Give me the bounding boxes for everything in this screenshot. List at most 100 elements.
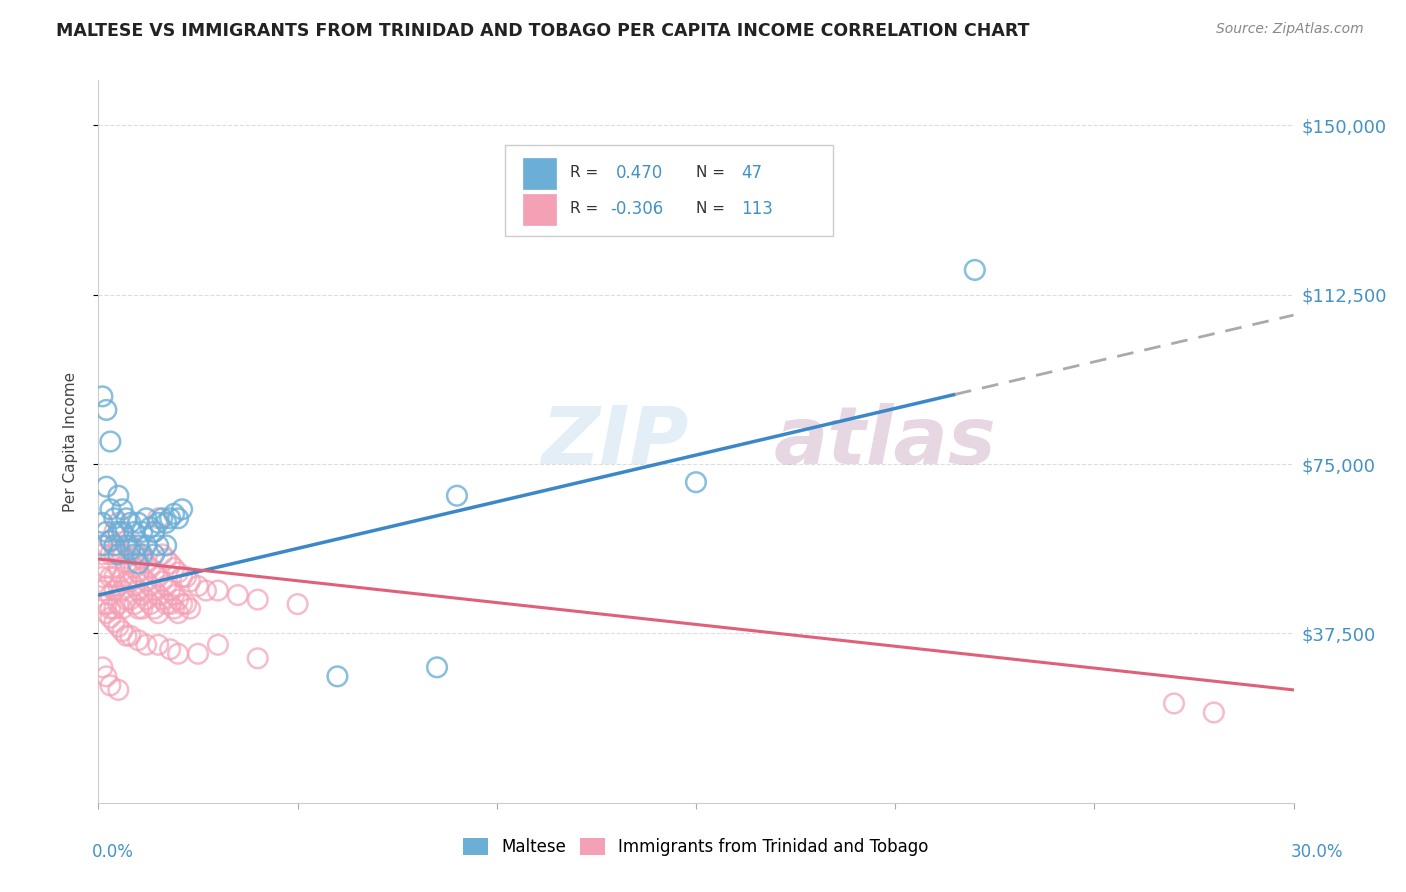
Point bbox=[107, 524, 129, 539]
Point bbox=[195, 583, 218, 598]
Point bbox=[143, 524, 166, 539]
Point bbox=[127, 633, 149, 648]
Point bbox=[124, 542, 146, 557]
Point bbox=[287, 597, 309, 611]
Point bbox=[155, 579, 177, 593]
Point bbox=[96, 579, 118, 593]
Point bbox=[131, 570, 153, 584]
Point bbox=[91, 597, 114, 611]
Point bbox=[103, 538, 125, 552]
Point bbox=[103, 548, 125, 562]
Text: ZIP: ZIP bbox=[541, 402, 688, 481]
Text: MALTESE VS IMMIGRANTS FROM TRINIDAD AND TOBAGO PER CAPITA INCOME CORRELATION CHA: MALTESE VS IMMIGRANTS FROM TRINIDAD AND … bbox=[56, 22, 1029, 40]
Point bbox=[111, 570, 134, 584]
Point bbox=[167, 511, 190, 525]
Point bbox=[103, 511, 125, 525]
Point bbox=[131, 524, 153, 539]
Text: Source: ZipAtlas.com: Source: ZipAtlas.com bbox=[1216, 22, 1364, 37]
Point bbox=[124, 579, 146, 593]
Point bbox=[91, 570, 114, 584]
Point bbox=[148, 638, 170, 652]
Point bbox=[98, 548, 122, 562]
Point bbox=[96, 561, 118, 575]
Point bbox=[124, 597, 146, 611]
Point bbox=[96, 597, 118, 611]
Point bbox=[96, 480, 118, 494]
Point bbox=[115, 592, 138, 607]
Point bbox=[159, 642, 181, 657]
Point bbox=[115, 511, 138, 525]
Point bbox=[103, 524, 125, 539]
Text: atlas: atlas bbox=[773, 402, 997, 481]
Point bbox=[326, 669, 349, 683]
Point bbox=[143, 524, 166, 539]
Point bbox=[187, 579, 209, 593]
Point bbox=[446, 489, 468, 503]
Point bbox=[172, 502, 194, 516]
Point bbox=[148, 538, 170, 552]
Point bbox=[155, 552, 177, 566]
Point bbox=[103, 615, 125, 630]
Point bbox=[143, 566, 166, 580]
Point bbox=[111, 524, 134, 539]
Point bbox=[174, 597, 197, 611]
FancyBboxPatch shape bbox=[523, 158, 557, 188]
Point bbox=[98, 601, 122, 615]
Point bbox=[139, 579, 162, 593]
Point bbox=[124, 548, 146, 562]
Point bbox=[107, 620, 129, 634]
Text: -0.306: -0.306 bbox=[610, 200, 664, 218]
Point bbox=[120, 542, 142, 557]
Point bbox=[115, 574, 138, 589]
Point bbox=[143, 583, 166, 598]
Point bbox=[159, 597, 181, 611]
Point bbox=[115, 557, 138, 571]
Point bbox=[111, 601, 134, 615]
Point bbox=[148, 606, 170, 620]
Point bbox=[120, 516, 142, 530]
Text: R =: R = bbox=[571, 202, 599, 217]
Point bbox=[150, 548, 173, 562]
Point bbox=[98, 588, 122, 602]
Point bbox=[143, 601, 166, 615]
Point bbox=[127, 538, 149, 552]
Point bbox=[91, 516, 114, 530]
Point bbox=[179, 601, 201, 615]
Point bbox=[115, 533, 138, 548]
Point bbox=[131, 588, 153, 602]
Point bbox=[107, 538, 129, 552]
Point bbox=[91, 660, 114, 674]
Point bbox=[155, 597, 177, 611]
Point bbox=[98, 610, 122, 624]
Text: 0.0%: 0.0% bbox=[91, 843, 134, 861]
Point bbox=[159, 583, 181, 598]
Point bbox=[148, 516, 170, 530]
Point bbox=[207, 583, 229, 598]
Point bbox=[139, 520, 162, 534]
Point bbox=[111, 583, 134, 598]
Point bbox=[246, 651, 269, 665]
Point bbox=[111, 548, 134, 562]
Point bbox=[139, 561, 162, 575]
Point bbox=[135, 538, 157, 552]
Point bbox=[135, 592, 157, 607]
Point bbox=[111, 502, 134, 516]
Point bbox=[96, 669, 118, 683]
Point bbox=[148, 588, 170, 602]
Point bbox=[115, 629, 138, 643]
Point bbox=[111, 524, 134, 539]
Point bbox=[103, 570, 125, 584]
Point bbox=[172, 570, 194, 584]
Point bbox=[167, 647, 190, 661]
Point bbox=[91, 583, 114, 598]
Y-axis label: Per Capita Income: Per Capita Income bbox=[63, 371, 77, 512]
Point bbox=[131, 601, 153, 615]
Point bbox=[207, 638, 229, 652]
Point bbox=[246, 592, 269, 607]
Point bbox=[163, 561, 186, 575]
Point bbox=[124, 524, 146, 539]
Point bbox=[187, 647, 209, 661]
Point bbox=[174, 570, 197, 584]
Point bbox=[124, 561, 146, 575]
Point bbox=[107, 597, 129, 611]
